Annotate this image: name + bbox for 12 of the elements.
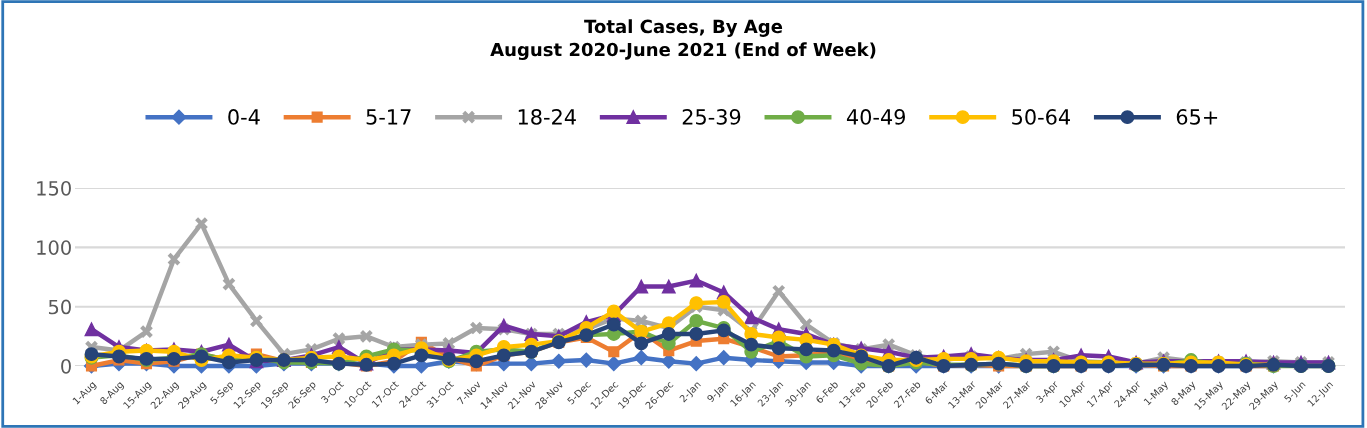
legend-label: 25-39	[682, 109, 741, 125]
legend-label: 18-24	[518, 109, 576, 125]
y-tick-label: 150	[37, 180, 71, 196]
legend-label: 65+	[1176, 109, 1218, 125]
legend-label: 50-64	[1012, 109, 1070, 125]
y-tick-label: 100	[37, 240, 71, 255]
legend-label: 40-49	[846, 109, 905, 125]
y-tick-label: 50	[48, 299, 71, 315]
y-tick-label: 0	[61, 358, 71, 374]
legend-label: 5-17	[366, 109, 411, 125]
chart-title: Total Cases, By Age August 2020-June 2021 (End of Week)	[490, 19, 876, 60]
legend-label: 0-4	[228, 109, 260, 125]
